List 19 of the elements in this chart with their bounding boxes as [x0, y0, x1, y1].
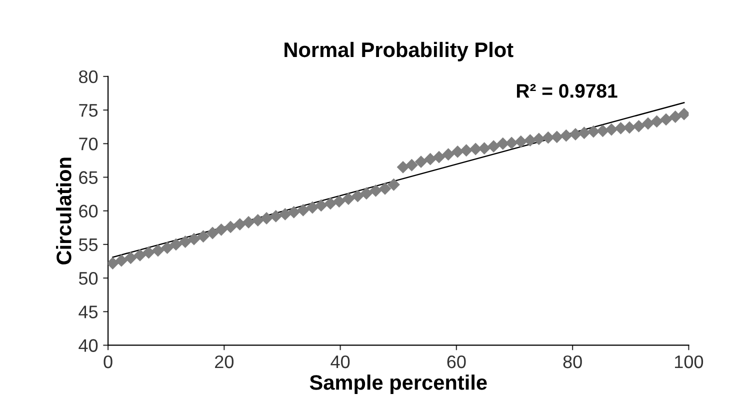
y-tick-label: 55 [78, 238, 98, 252]
y-tick-label: 80 [79, 70, 98, 84]
y-tick-label: 40 [78, 339, 98, 352]
x-tick-label: 40 [330, 355, 350, 368]
x-tick-label: 0 [104, 355, 112, 368]
y-tick-label: 65 [79, 171, 98, 184]
y-tick-label: 75 [79, 104, 98, 117]
y-tick-label: 45 [78, 306, 98, 318]
x-tick-label: 60 [447, 355, 466, 368]
y-tick-label: 60 [79, 204, 98, 218]
chart-title: Normal Probability Plot [284, 42, 514, 62]
y-tick-label: 50 [78, 272, 98, 285]
x-tick-label: 100 [675, 355, 704, 368]
y-tick-label: 70 [79, 138, 98, 150]
x-axis-title: Sample percentile [310, 374, 487, 394]
x-tick-label: 80 [563, 355, 582, 368]
annotation: R² = 0.9781 [516, 84, 618, 98]
y-axis-title: Circulation [56, 158, 72, 264]
x-tick-label: 20 [215, 355, 234, 368]
